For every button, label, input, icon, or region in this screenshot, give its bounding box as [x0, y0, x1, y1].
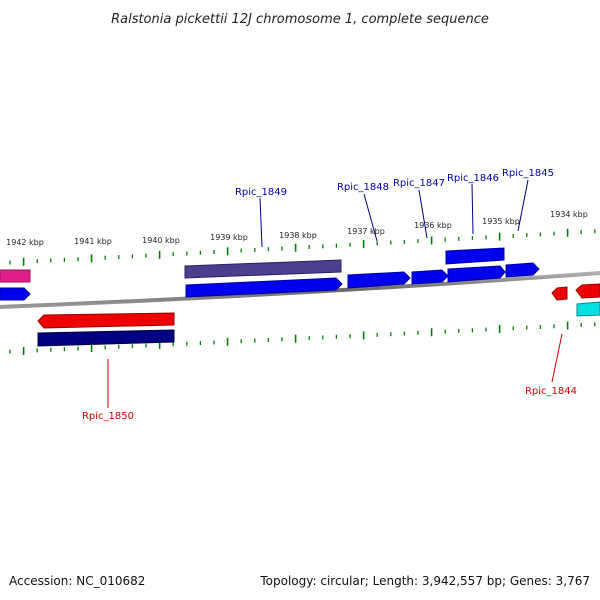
- gene-arrow-blue-left[interactable]: [0, 287, 31, 301]
- scale-label-1937: 1937 kbp: [347, 227, 385, 236]
- gene-arrow-rpic-1849[interactable]: [185, 277, 343, 298]
- scale-label-1938: 1938 kbp: [279, 231, 317, 240]
- gene-arrow-magenta[interactable]: [0, 269, 31, 283]
- scale-ticks-lower: [9, 321, 596, 355]
- gene-arrow-red-right[interactable]: [575, 283, 600, 299]
- gene-arrow-rpic-1844[interactable]: [551, 286, 568, 301]
- forward-strand-genes: [0, 247, 540, 301]
- scale-label-1935: 1935 kbp: [482, 217, 520, 226]
- gene-labels: Rpic_1849 Rpic_1848 Rpic_1847 Rpic_1846 …: [82, 168, 577, 422]
- gene-callouts: [107, 179, 563, 408]
- reverse-strand-genes: [37, 283, 600, 347]
- scale-labels: 1942 kbp 1941 kbp 1940 kbp 1939 kbp 1938…: [6, 210, 588, 247]
- scale-label-1941: 1941 kbp: [74, 237, 112, 246]
- callout-line-rpic-1847: [418, 189, 428, 239]
- scale-ticks-upper: [9, 228, 596, 266]
- callout-line-rpic-1849: [259, 197, 263, 248]
- gene-arrow-rpic-1850[interactable]: [37, 312, 175, 329]
- callout-line-rpic-1844: [551, 333, 563, 383]
- gene-label-rpic-1846[interactable]: Rpic_1846: [447, 173, 499, 184]
- gene-label-rpic-1845[interactable]: Rpic_1845: [502, 168, 554, 179]
- map-title: Ralstonia pickettii 12J chromosome 1, co…: [111, 12, 489, 27]
- chromosome-backbone: [0, 271, 600, 309]
- scale-label-1936: 1936 kbp: [414, 221, 452, 230]
- callout-line-rpic-1845: [517, 179, 529, 232]
- topology-summary: Topology: circular; Length: 3,942,557 bp…: [260, 574, 590, 588]
- gene-arrow-rpic-1845[interactable]: [505, 262, 540, 278]
- gene-arrow-rpic-1848[interactable]: [347, 271, 411, 289]
- gene-arrow-rpic-1846[interactable]: [447, 265, 506, 283]
- scale-label-1939: 1939 kbp: [210, 233, 248, 242]
- callout-line-rpic-1848: [363, 193, 378, 242]
- gene-label-rpic-1847[interactable]: Rpic_1847: [393, 178, 445, 189]
- gene-label-rpic-1850[interactable]: Rpic_1850: [82, 411, 134, 422]
- gene-label-rpic-1848[interactable]: Rpic_1848: [337, 182, 389, 193]
- gene-arrow-cyan[interactable]: [576, 301, 600, 317]
- gene-label-rpic-1844[interactable]: Rpic_1844: [525, 386, 577, 397]
- gene-label-rpic-1849[interactable]: Rpic_1849: [235, 187, 287, 198]
- gene-arrow-rpic-1846-upper[interactable]: [445, 247, 505, 265]
- gene-arrow-rpic-1849-upper[interactable]: [184, 259, 342, 279]
- scale-label-1942: 1942 kbp: [6, 238, 44, 247]
- gene-arrow-rpic-1850-lower[interactable]: [37, 329, 175, 347]
- accession-text: Accession: NC_010682: [9, 574, 146, 588]
- gene-arrow-rpic-1847[interactable]: [411, 269, 449, 285]
- scale-label-1934: 1934 kbp: [550, 210, 588, 219]
- scale-label-1940: 1940 kbp: [142, 236, 180, 245]
- callout-line-rpic-1846: [471, 183, 474, 235]
